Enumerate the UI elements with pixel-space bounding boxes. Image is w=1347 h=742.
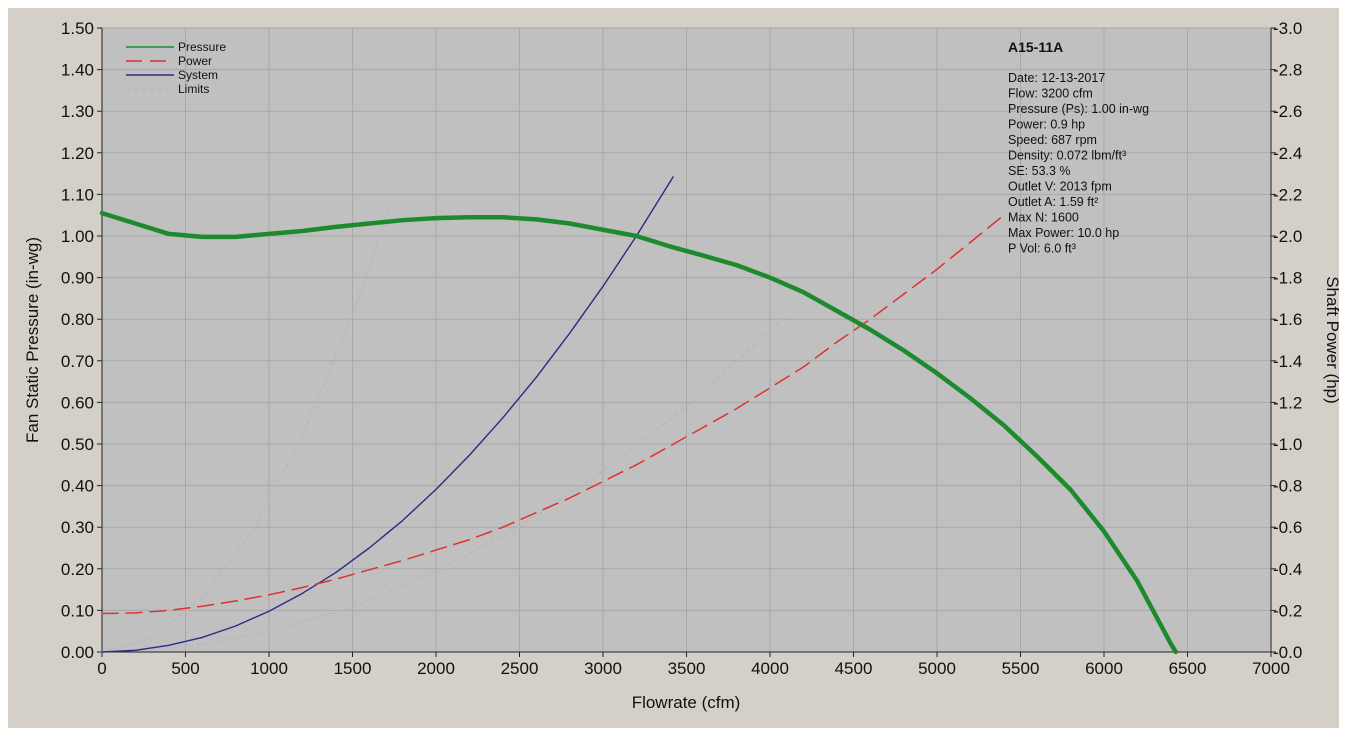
- legend-label-pressure: Pressure: [178, 40, 226, 54]
- y2-tick-label: -1.4: [1273, 352, 1302, 371]
- y2-tick-label: -2.0: [1273, 227, 1302, 246]
- y-tick-label: 1.30: [61, 102, 94, 121]
- legend-label-limits: Limits: [178, 82, 209, 96]
- y2-tick-label: -1.6: [1273, 310, 1302, 329]
- y2-tick-label: -1.8: [1273, 269, 1302, 288]
- y-tick-label: 1.10: [61, 185, 94, 204]
- series-line-power: [101, 214, 1005, 615]
- y2-axis-title: Shaft Power (hp): [1323, 276, 1342, 404]
- info-title: A15-11A: [1008, 39, 1063, 55]
- x-tick-label: 4500: [835, 659, 873, 678]
- info-line: SE: 53.3 %: [1008, 164, 1071, 178]
- x-tick-label: 500: [171, 659, 199, 678]
- info-line: Outlet V: 2013 fpm: [1008, 180, 1112, 194]
- legend-label-power: Power: [178, 54, 212, 68]
- y2-tick-label: -2.8: [1273, 61, 1302, 80]
- info-line: Speed: 687 rpm: [1008, 133, 1097, 147]
- info-line: Outlet A: 1.59 ft²: [1008, 195, 1098, 209]
- y2-tick-label: -2.2: [1273, 185, 1302, 204]
- y-tick-label: 0.50: [61, 435, 94, 454]
- y-tick-label: 1.40: [61, 61, 94, 80]
- y-tick-label: 0.20: [61, 560, 94, 579]
- y2-tick-label: -0.6: [1273, 518, 1302, 537]
- y2-tick-label: -3.0: [1273, 19, 1302, 38]
- y2-tick-label: -0.0: [1273, 643, 1302, 662]
- info-line: Pressure (Ps): 1.00 in-wg: [1008, 102, 1149, 116]
- info-line: Date: 12-13-2017: [1008, 71, 1105, 85]
- y-tick-label: 0.40: [61, 477, 94, 496]
- x-tick-label: 6000: [1085, 659, 1123, 678]
- y2-tick-label: -0.2: [1273, 601, 1302, 620]
- x-tick-labels: 0 500 1000 1500 2000 2500 3000 3500 4000 4500 5000…: [97, 652, 1290, 678]
- y-tick-label: 0.30: [61, 518, 94, 537]
- y-tick-label: 0.00: [61, 643, 94, 662]
- info-line: Power: 0.9 hp: [1008, 118, 1085, 132]
- y2-tick-labels: -0.0 -0.2 -0.4 -0.6 -0.8 -1.0 -1.2 -1.4 -1.6 -1.8…: [1271, 19, 1302, 662]
- series-line-limit-boundary: [101, 314, 788, 653]
- y-tick-label: 1.50: [61, 19, 94, 38]
- x-tick-label: 5000: [918, 659, 956, 678]
- y-tick-label: 0.10: [61, 601, 94, 620]
- info-line: Density: 0.072 lbm/ft³: [1008, 149, 1126, 163]
- info-panel: A15-11A Date: 12-13-2017 Flow: 3200 cfmPr…: [1008, 39, 1149, 256]
- x-tick-label: 3500: [668, 659, 706, 678]
- y2-tick-label: -1.2: [1273, 393, 1302, 412]
- x-tick-label: 3000: [584, 659, 622, 678]
- x-tick-label: 1000: [250, 659, 288, 678]
- series-lines: [99, 176, 1179, 655]
- x-tick-label: 7000: [1252, 659, 1290, 678]
- x-tick-label: 2500: [501, 659, 539, 678]
- x-tick-label: 4000: [751, 659, 789, 678]
- info-line: Max Power: 10.0 hp: [1008, 226, 1119, 240]
- y-tick-label: 0.60: [61, 393, 94, 412]
- y-tick-label: 0.90: [61, 269, 94, 288]
- x-tick-label: 6500: [1169, 659, 1207, 678]
- y-tick-labels: 0.00 0.10 0.20 0.30 0.40 0.50 0.60 0.70 0.80 0.90…: [61, 19, 102, 662]
- x-tick-label: 2000: [417, 659, 455, 678]
- y-axis-title: Fan Static Pressure (in-wg): [23, 237, 42, 443]
- y-tick-label: 1.00: [61, 227, 94, 246]
- y2-tick-label: -2.6: [1273, 102, 1302, 121]
- series-line-limits: [101, 206, 390, 653]
- y-tick-label: 0.80: [61, 310, 94, 329]
- info-line: Max N: 1600: [1008, 211, 1079, 225]
- series-line-pressure: [99, 210, 1179, 655]
- y2-tick-label: -2.4: [1273, 144, 1302, 163]
- info-line: P Vol: 6.0 ft³: [1008, 242, 1076, 256]
- x-axis-title: Flowrate (cfm): [632, 693, 741, 712]
- y2-tick-label: -1.0: [1273, 435, 1302, 454]
- y2-tick-label: -0.4: [1273, 560, 1302, 579]
- legend-label-system: System: [178, 68, 218, 82]
- y-tick-label: 1.20: [61, 144, 94, 163]
- info-line: Flow: 3200 cfm: [1008, 87, 1093, 101]
- x-tick-label: 0: [97, 659, 106, 678]
- series-line-system: [101, 176, 674, 653]
- x-tick-label: 5500: [1002, 659, 1040, 678]
- y-tick-label: 0.70: [61, 352, 94, 371]
- x-tick-label: 1500: [334, 659, 372, 678]
- y2-tick-label: -0.8: [1273, 477, 1302, 496]
